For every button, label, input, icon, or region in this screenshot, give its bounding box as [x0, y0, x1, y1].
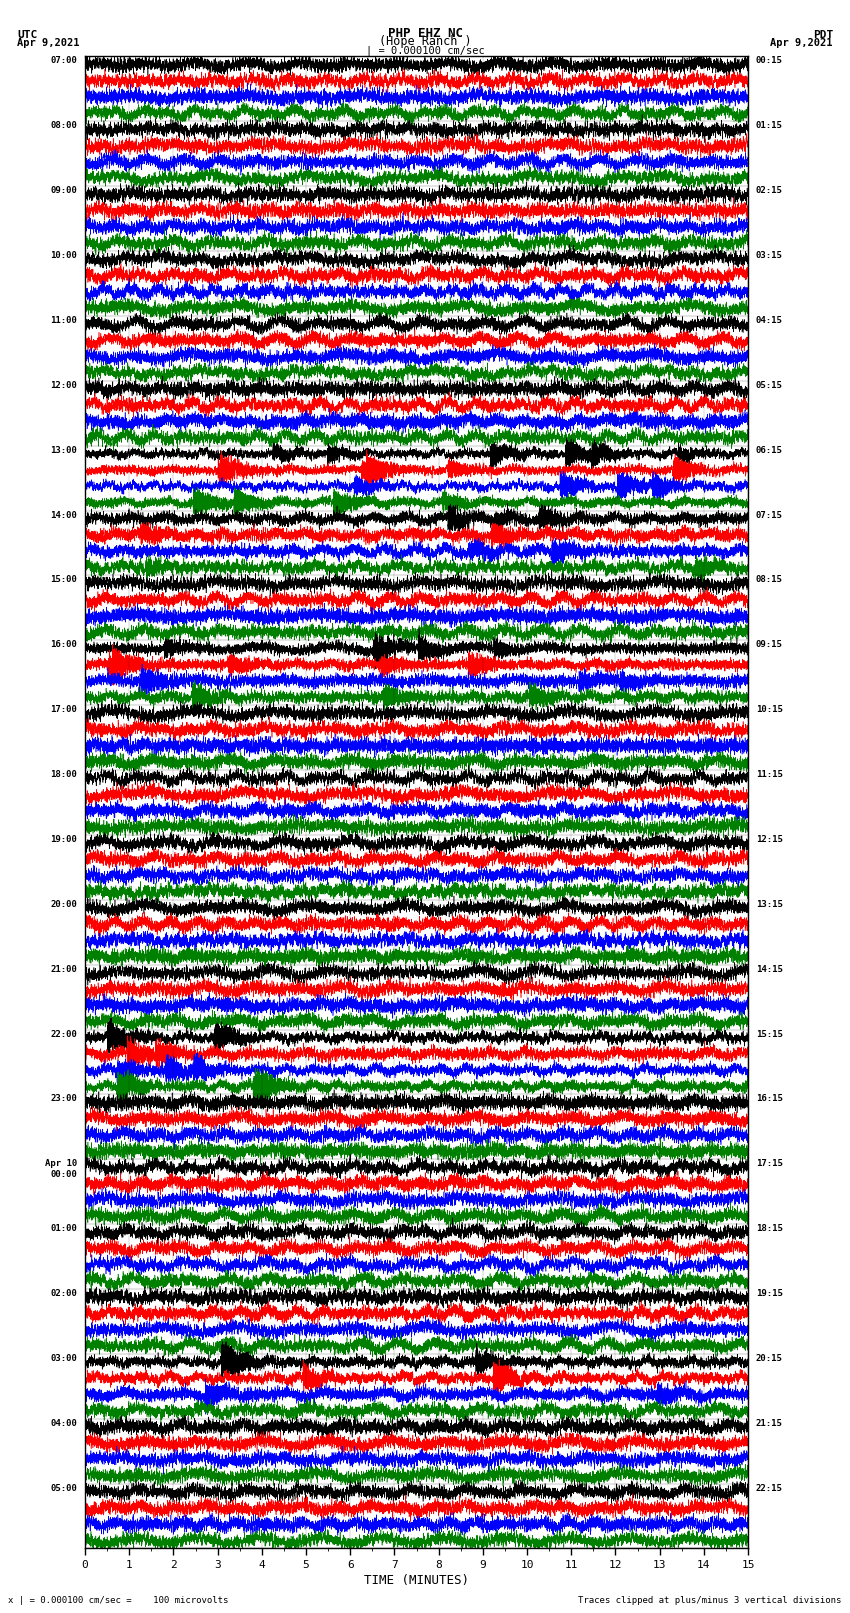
Text: 14:00: 14:00 [50, 511, 77, 519]
Text: 07:00: 07:00 [50, 56, 77, 66]
Text: 05:15: 05:15 [756, 381, 783, 390]
Text: 22:15: 22:15 [756, 1484, 783, 1492]
Text: 02:00: 02:00 [50, 1289, 77, 1298]
Text: 19:15: 19:15 [756, 1289, 783, 1298]
Text: 13:15: 13:15 [756, 900, 783, 908]
Text: 01:00: 01:00 [50, 1224, 77, 1232]
Text: 01:15: 01:15 [756, 121, 783, 131]
Text: 10:00: 10:00 [50, 252, 77, 260]
Text: 16:00: 16:00 [50, 640, 77, 650]
Text: 12:00: 12:00 [50, 381, 77, 390]
Text: 05:00: 05:00 [50, 1484, 77, 1492]
Text: 16:15: 16:15 [756, 1094, 783, 1103]
Text: 18:15: 18:15 [756, 1224, 783, 1232]
Text: 03:00: 03:00 [50, 1353, 77, 1363]
Text: x | = 0.000100 cm/sec =    100 microvolts: x | = 0.000100 cm/sec = 100 microvolts [8, 1595, 229, 1605]
Text: 07:15: 07:15 [756, 511, 783, 519]
Text: 15:15: 15:15 [756, 1029, 783, 1039]
Text: 21:15: 21:15 [756, 1419, 783, 1428]
Text: 04:00: 04:00 [50, 1419, 77, 1428]
Text: 09:15: 09:15 [756, 640, 783, 650]
Text: 02:15: 02:15 [756, 185, 783, 195]
Text: 10:15: 10:15 [756, 705, 783, 715]
Text: 18:00: 18:00 [50, 769, 77, 779]
Text: 11:15: 11:15 [756, 769, 783, 779]
Text: 08:00: 08:00 [50, 121, 77, 131]
Text: (Hope Ranch ): (Hope Ranch ) [379, 35, 471, 48]
Text: Apr 9,2021: Apr 9,2021 [17, 39, 80, 48]
Text: Apr 9,2021: Apr 9,2021 [770, 39, 833, 48]
Text: 20:00: 20:00 [50, 900, 77, 908]
Text: 23:00: 23:00 [50, 1094, 77, 1103]
Text: 13:00: 13:00 [50, 445, 77, 455]
Text: 17:00: 17:00 [50, 705, 77, 715]
Text: 03:15: 03:15 [756, 252, 783, 260]
Text: 20:15: 20:15 [756, 1353, 783, 1363]
Text: 04:15: 04:15 [756, 316, 783, 324]
Text: | = 0.000100 cm/sec: | = 0.000100 cm/sec [366, 45, 484, 56]
Text: UTC: UTC [17, 31, 37, 40]
Text: 09:00: 09:00 [50, 185, 77, 195]
Text: 17:15: 17:15 [756, 1160, 783, 1168]
X-axis label: TIME (MINUTES): TIME (MINUTES) [364, 1574, 469, 1587]
Text: 21:00: 21:00 [50, 965, 77, 974]
Text: 14:15: 14:15 [756, 965, 783, 974]
Text: 19:00: 19:00 [50, 836, 77, 844]
Text: 15:00: 15:00 [50, 576, 77, 584]
Text: 22:00: 22:00 [50, 1029, 77, 1039]
Text: Traces clipped at plus/minus 3 vertical divisions: Traces clipped at plus/minus 3 vertical … [578, 1595, 842, 1605]
Text: PHP EHZ NC: PHP EHZ NC [388, 27, 462, 40]
Text: 11:00: 11:00 [50, 316, 77, 324]
Text: 08:15: 08:15 [756, 576, 783, 584]
Text: Apr 10
00:00: Apr 10 00:00 [45, 1160, 77, 1179]
Text: PDT: PDT [813, 31, 833, 40]
Text: 12:15: 12:15 [756, 836, 783, 844]
Text: 06:15: 06:15 [756, 445, 783, 455]
Text: 00:15: 00:15 [756, 56, 783, 66]
